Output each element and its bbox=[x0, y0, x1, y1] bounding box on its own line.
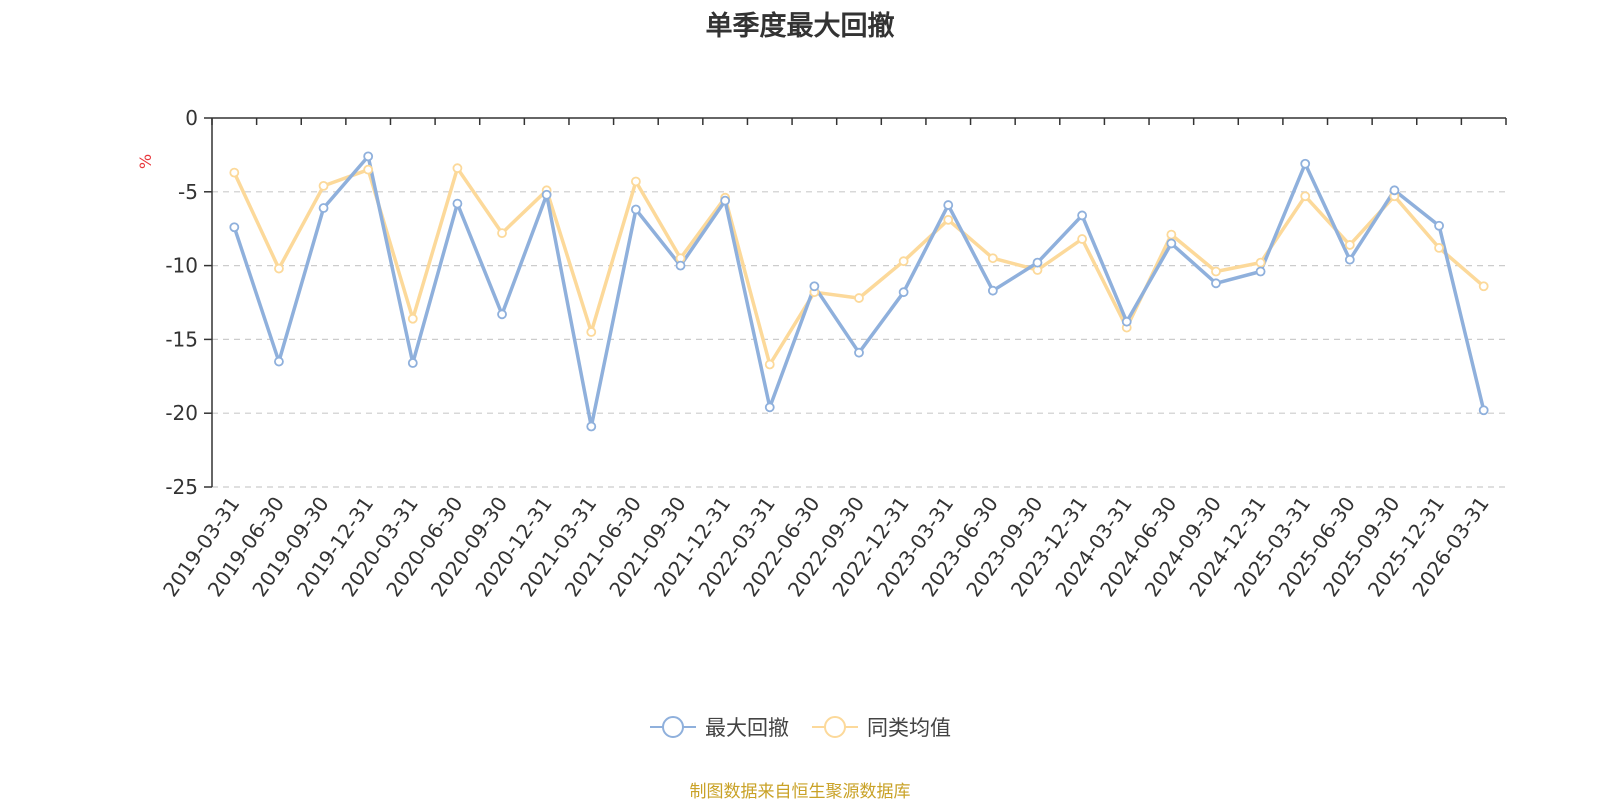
series-0-point bbox=[630, 204, 641, 215]
series-0-point bbox=[1211, 278, 1221, 289]
series-1-point bbox=[764, 359, 775, 370]
series-0-point bbox=[497, 309, 507, 320]
legend-item-series-0[interactable]: 最大回撤 bbox=[649, 712, 789, 742]
series-0-point bbox=[1344, 254, 1355, 265]
y-tick-label: 0 bbox=[185, 106, 198, 130]
series-0-point bbox=[452, 198, 463, 209]
series-0-point bbox=[720, 195, 731, 206]
series-1-point bbox=[274, 263, 284, 274]
series-1-point bbox=[987, 253, 998, 264]
legend-marker-series-0 bbox=[650, 716, 696, 738]
series-1-point bbox=[318, 180, 329, 191]
series-1-point bbox=[452, 163, 463, 174]
series-0-point bbox=[1032, 257, 1043, 268]
series-1-point bbox=[407, 313, 418, 324]
series-0-point bbox=[764, 402, 775, 413]
legend-item-series-1[interactable]: 同类均值 bbox=[811, 712, 951, 742]
series-0-point bbox=[407, 358, 418, 368]
series-1-point bbox=[898, 256, 909, 267]
series-1-point bbox=[1211, 266, 1221, 277]
legend: 最大回撤 同类均值 bbox=[0, 712, 1600, 742]
series-1-point bbox=[854, 293, 864, 303]
series-0-point bbox=[854, 347, 864, 358]
y-tick-label: -5 bbox=[178, 180, 198, 204]
y-tick-label: -25 bbox=[165, 475, 198, 499]
series-1-point bbox=[1077, 234, 1088, 244]
source-note: 制图数据来自恒生聚源数据库 bbox=[689, 782, 911, 802]
series-0-point bbox=[943, 200, 954, 210]
chart-title: 单季度最大回撤 bbox=[705, 11, 895, 42]
y-tick-label: -10 bbox=[165, 254, 198, 278]
series-1-point bbox=[363, 164, 374, 175]
series-1-point bbox=[497, 228, 507, 239]
y-tick-label: -20 bbox=[165, 401, 198, 425]
series-0-point bbox=[1255, 266, 1266, 277]
series-0-point bbox=[1300, 158, 1311, 169]
legend-label-series-1: 同类均值 bbox=[867, 716, 951, 740]
series-0-point bbox=[274, 356, 284, 367]
series-1-point bbox=[1300, 191, 1311, 202]
series-0-point bbox=[229, 222, 240, 233]
series-0-point bbox=[1077, 210, 1088, 221]
series-1-point bbox=[1344, 240, 1355, 250]
series-0-point bbox=[541, 189, 552, 200]
series-0-point bbox=[1389, 185, 1400, 196]
series-0-point bbox=[1478, 405, 1489, 416]
series-0-point bbox=[1166, 238, 1177, 249]
series-0-point bbox=[675, 260, 686, 271]
series-1-point bbox=[1255, 257, 1266, 268]
series-1-point bbox=[1478, 281, 1489, 292]
series-1-point bbox=[1434, 242, 1444, 253]
series-0-point bbox=[809, 281, 820, 292]
series-0-point bbox=[987, 285, 998, 296]
series-1-point bbox=[1166, 229, 1177, 240]
series-0-point bbox=[586, 421, 597, 432]
series-1-point bbox=[943, 214, 954, 225]
series-1-point bbox=[229, 167, 240, 178]
y-tick-label: -15 bbox=[165, 327, 198, 351]
series-1-point bbox=[630, 176, 641, 187]
series-0-point bbox=[898, 287, 909, 298]
series-0-point bbox=[1121, 316, 1132, 327]
series-0-point bbox=[318, 203, 329, 213]
line-chart: 0-5-10-15-20-252019-03-312019-06-302019-… bbox=[158, 106, 1507, 601]
series-0-point bbox=[1434, 220, 1444, 231]
legend-marker-series-1 bbox=[812, 716, 858, 738]
legend-label-series-0: 最大回撤 bbox=[705, 716, 789, 740]
series-0-point bbox=[363, 151, 374, 162]
series-1-point bbox=[586, 327, 597, 337]
